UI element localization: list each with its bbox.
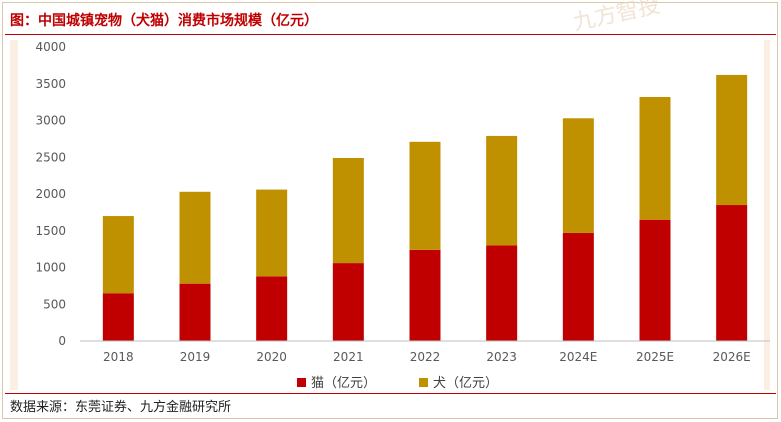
bar-cat-2026E: [716, 205, 748, 341]
bar-cat-2022: [409, 249, 441, 341]
watermark: 九方智投: [571, 0, 662, 36]
bar-cat-2025E: [639, 219, 671, 341]
x-tick-label: 2020: [256, 350, 287, 364]
y-axis: 0 500 1000 1500 2000 2500 3000 3500 4000: [35, 40, 66, 348]
bar-cat-2019: [179, 283, 211, 341]
bar-dog-2019: [179, 191, 211, 284]
legend: 猫（亿元） 犬（亿元）: [297, 376, 498, 391]
bar-dog-2021: [332, 157, 364, 264]
y-tick-label: 2000: [35, 187, 66, 201]
y-tick-label: 500: [43, 297, 66, 311]
bar-dog-2024E: [562, 118, 594, 233]
x-tick-label: 2023: [486, 350, 517, 364]
bar-cat-2020: [256, 276, 288, 341]
bar-cat-2024E: [562, 232, 594, 341]
x-tick-label: 2019: [180, 350, 211, 364]
legend-label: 犬（亿元）: [433, 376, 498, 391]
y-tick-label: 3000: [35, 114, 66, 128]
bar-cat-2023: [486, 245, 518, 341]
x-tick-label: 2025E: [636, 350, 674, 364]
x-axis: 2018 2019 2020 2021 2022 2023 2024E 2025E 2026E: [80, 340, 770, 364]
bar-dog-2025E: [639, 96, 671, 220]
bar-dog-2020: [256, 189, 288, 277]
legend-swatch: [297, 378, 306, 387]
source-note: 数据来源：东莞证券、九方金融研究所: [10, 400, 232, 415]
bar-cat-2018: [102, 293, 134, 341]
legend-swatch: [419, 378, 428, 387]
y-tick-label: 3500: [35, 77, 66, 91]
bar-dog-2023: [486, 135, 518, 246]
bar-dog-2026E: [716, 74, 748, 206]
y-tick-label: 2500: [35, 150, 66, 164]
chart-title: 图：中国城镇宠物（犬猫）消费市场规模（亿元）: [10, 13, 318, 29]
x-tick-label: 2022: [410, 350, 441, 364]
source-divider: [5, 393, 776, 394]
bar-dog-2018: [102, 216, 134, 294]
y-tick-label: 4000: [35, 40, 66, 54]
y-tick-label: 1000: [35, 261, 66, 275]
bar-dog-2022: [409, 141, 441, 250]
legend-label: 猫（亿元）: [311, 376, 376, 391]
bars: [102, 74, 748, 341]
y-tick-label: 0: [58, 334, 66, 348]
x-tick-label: 2018: [103, 350, 134, 364]
bar-cat-2021: [332, 263, 364, 341]
x-tick-label: 2026E: [713, 350, 751, 364]
title-divider: [5, 34, 776, 35]
y-tick-label: 1500: [35, 224, 66, 238]
x-tick-label: 2021: [333, 350, 364, 364]
x-tick-label: 2024E: [559, 350, 597, 364]
